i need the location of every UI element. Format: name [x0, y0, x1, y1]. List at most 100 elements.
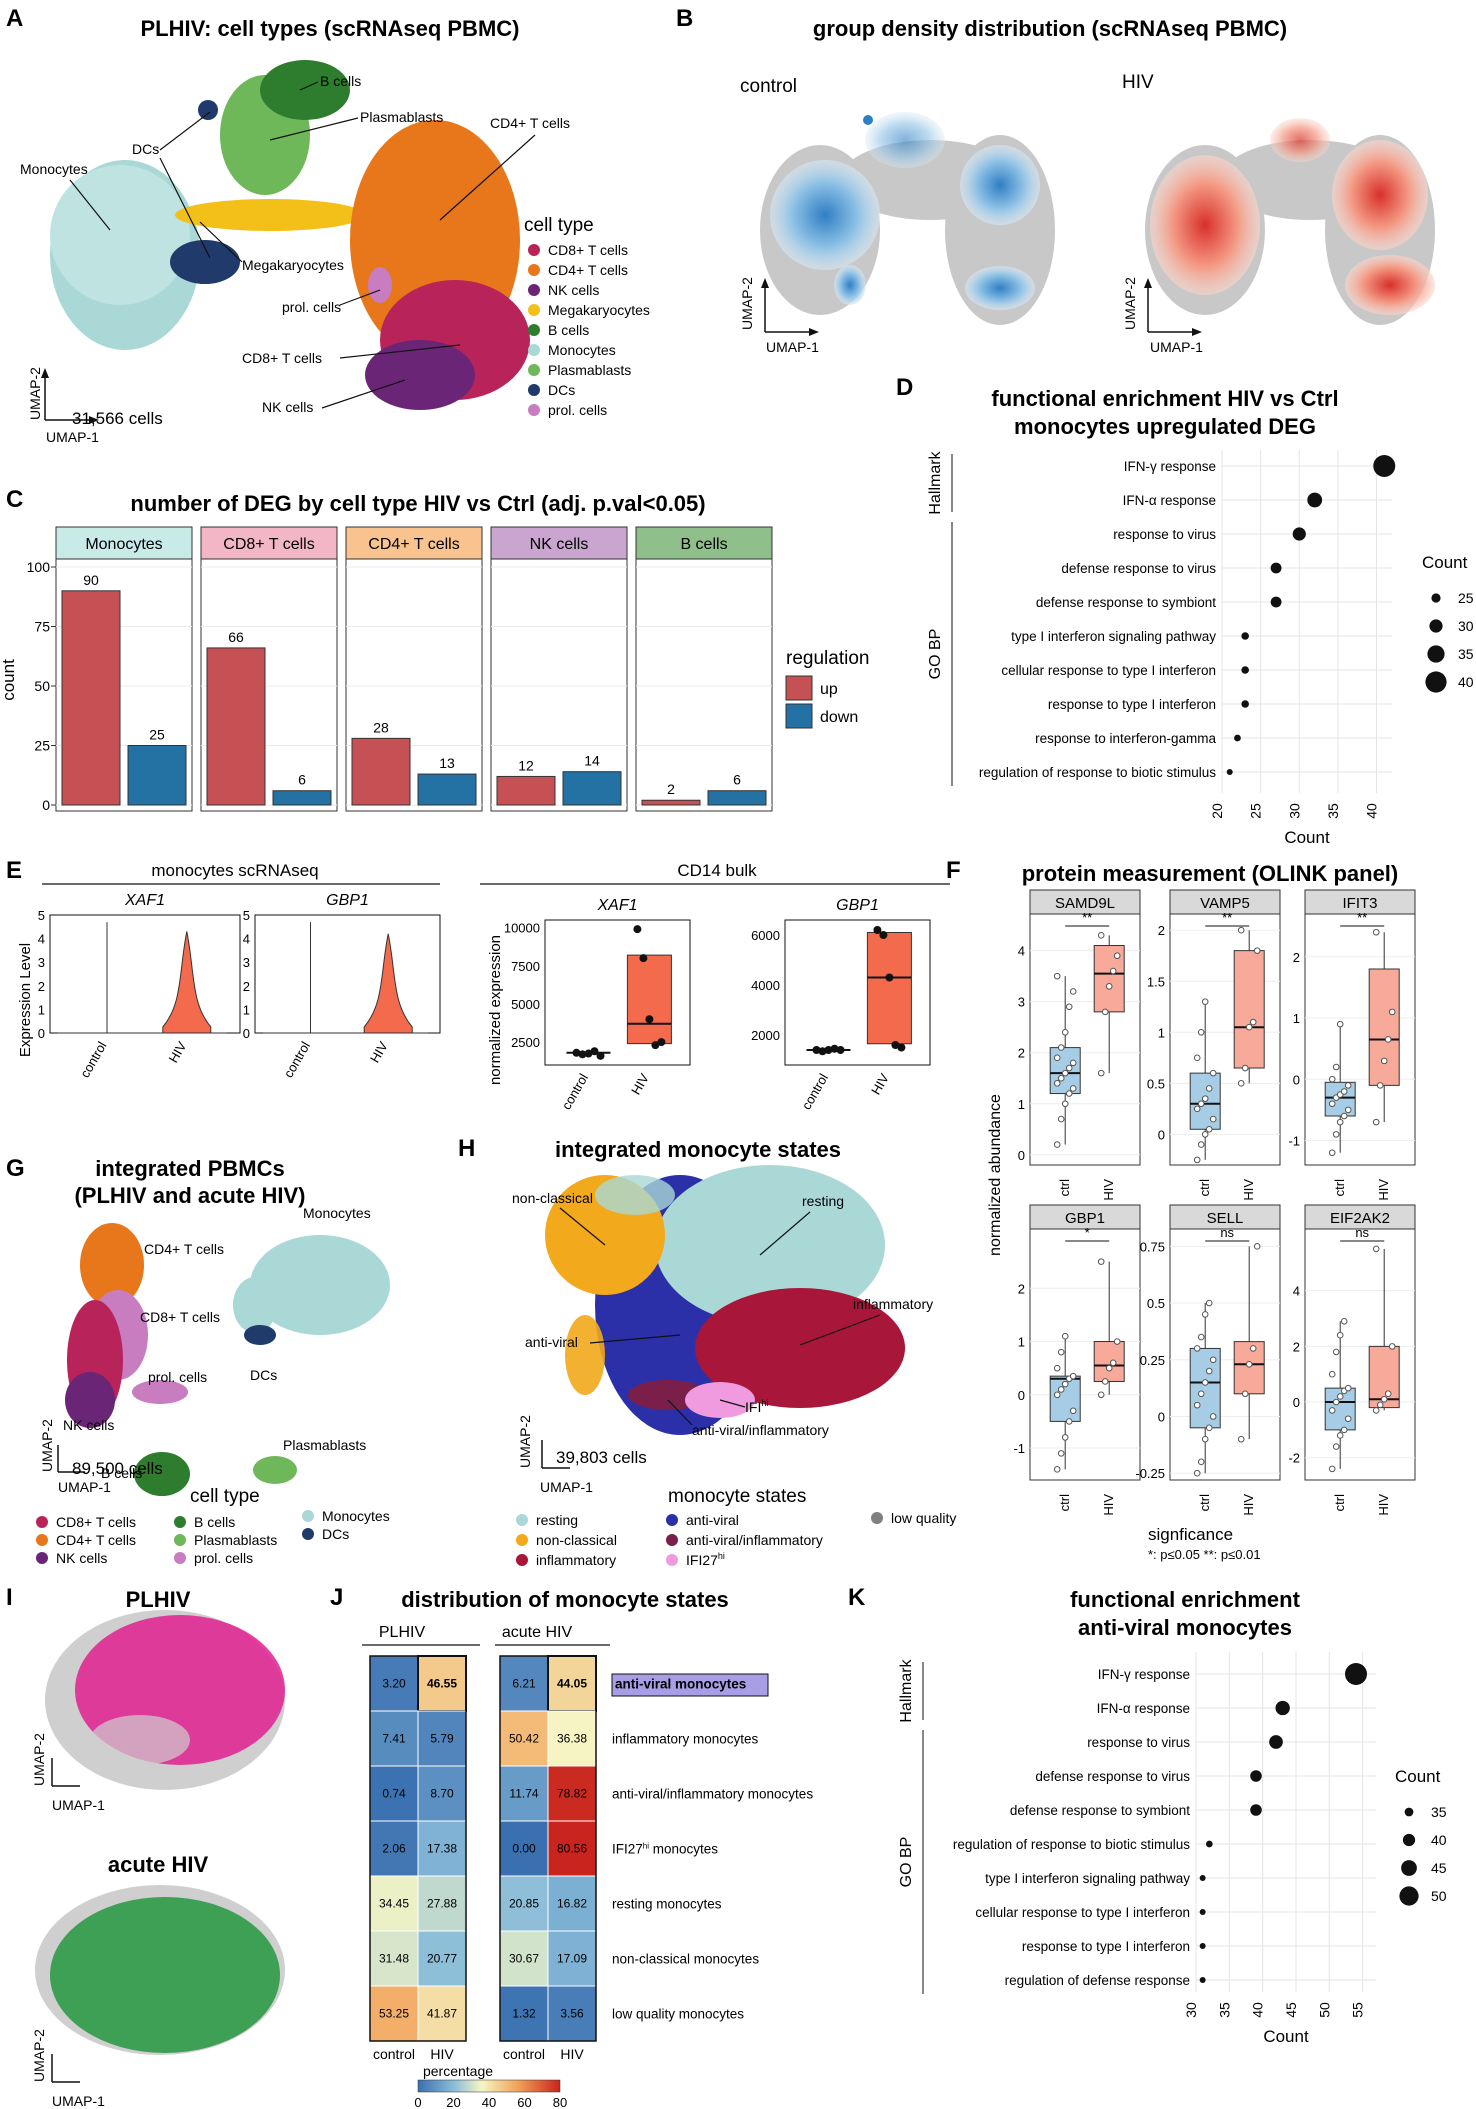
legend-h-swatch	[666, 1534, 678, 1546]
dot-xtick: 20	[1209, 803, 1225, 819]
f-point	[1069, 1085, 1077, 1092]
j-cell-label: 3.20	[382, 1677, 406, 1691]
panel-h-leader-lines	[559, 1207, 881, 1426]
legend-g-label: DCs	[322, 1526, 349, 1542]
panel-b-axis-x-hiv: UMAP-1	[1150, 339, 1203, 355]
f-point	[1201, 1095, 1209, 1102]
dot-point	[1199, 1943, 1206, 1949]
legend-h-label: IFI27hi	[686, 1551, 725, 1568]
dot-point	[1292, 527, 1306, 541]
f-point	[1057, 1348, 1065, 1356]
panel-j-color-scale	[417, 2079, 561, 2093]
f-ytick: 1	[1018, 1097, 1025, 1112]
panel-b-axis-y-hiv: UMAP-2	[1122, 277, 1138, 330]
panel-j-title: distribution of monocyte states	[401, 1587, 729, 1612]
panel-a-axes: UMAP-1 UMAP-2 31,566 cells	[27, 367, 163, 445]
dot-point	[1241, 632, 1249, 640]
j-cell	[499, 1710, 549, 1767]
f-point	[1237, 926, 1245, 934]
hallmark-label: Hallmark	[898, 1658, 915, 1722]
j-row-label-main: IFI27	[612, 1842, 643, 1857]
panel-letter-d: D	[896, 374, 913, 401]
e-ytick: 1	[38, 1002, 45, 1017]
legend-h-label-sup: hi	[718, 1551, 725, 1561]
f-sig-label: **	[1222, 910, 1232, 925]
cluster-prol-cells	[368, 267, 392, 303]
f-point	[1101, 1008, 1109, 1016]
panel-letter-g: G	[6, 1155, 25, 1182]
e-ytick: 10000	[504, 921, 540, 936]
panel-d-chart: 20 25 30 35 40 IFN-γ response IFN-α response re…	[927, 450, 1474, 847]
f-ytick: 2	[1293, 1339, 1300, 1354]
f-ytick: 3	[1018, 995, 1025, 1010]
f-sig-label: ns	[1355, 1225, 1369, 1240]
panel-a-umap	[50, 60, 530, 410]
e-ytick: 4000	[751, 978, 780, 993]
f-point	[1336, 1432, 1344, 1439]
label-monocytes: Monocytes	[20, 161, 88, 177]
c-bar-up-label: 66	[228, 629, 244, 645]
dot-xtick: 35	[1216, 2002, 1232, 2018]
dot-point	[1307, 492, 1323, 508]
panel-a-legend-title: cell type	[524, 215, 594, 236]
j-col-label: HIV	[560, 2046, 584, 2062]
panel-i-title-acute: acute HIV	[108, 1852, 209, 1877]
label-dcs: DCs	[132, 141, 159, 157]
f-strip-label: VAMP5	[1200, 895, 1250, 912]
panel-j-scale-ticks: 0 20 40 60 80	[414, 2095, 567, 2109]
e-box-hiv	[626, 954, 672, 1045]
f-point	[1253, 947, 1261, 954]
panel-d-title-1: functional enrichment HIV vs Ctrl	[991, 386, 1338, 411]
j-cell-label: 20.77	[427, 1952, 457, 1966]
dot-term-label: response to type I interferon	[1022, 1939, 1190, 1954]
panel-letter-k: K	[848, 1584, 866, 1611]
f-point	[1197, 1333, 1205, 1341]
f-xtick: HIV	[1376, 1494, 1391, 1516]
label-cd8: CD8+ T cells	[242, 350, 322, 366]
panel-g-umap	[65, 1223, 390, 1496]
panel-k-chart: 30 35 40 45 50 55 IFN-γ response IFN-α response…	[898, 1652, 1447, 2046]
panel-h: integrated monocyte states non-classical…	[512, 1137, 956, 1568]
f-box	[1233, 950, 1265, 1069]
dot-point	[1270, 562, 1282, 574]
f-ytick: 2	[1293, 950, 1300, 965]
f-sig-label: *	[1085, 1225, 1090, 1240]
f-point	[1061, 1100, 1069, 1108]
f-xtick: ctrl	[1332, 1179, 1347, 1196]
f-point	[1388, 1343, 1396, 1350]
j-cell	[417, 1875, 467, 1932]
e-plot-frame	[49, 914, 241, 1034]
f-point	[1053, 1466, 1061, 1473]
j-cell-label: 20.85	[509, 1897, 539, 1911]
f-point	[1388, 1008, 1396, 1016]
h-label-ifi: IFIhi	[745, 1398, 768, 1415]
dot-point	[1345, 1663, 1367, 1685]
e-point	[657, 1038, 666, 1047]
j-scale-tick: 0	[414, 2095, 421, 2109]
legend-h-label-main: IFI27	[686, 1552, 718, 1568]
f-ytick: 0	[1158, 1127, 1165, 1142]
legend-a-label: B cells	[548, 322, 589, 338]
f-point	[1097, 1069, 1105, 1077]
f-ytick: 1	[1018, 1335, 1025, 1350]
dot-legend-point	[1401, 1860, 1417, 1876]
panel-h-title: integrated monocyte states	[555, 1137, 841, 1162]
dot-point	[1269, 1735, 1283, 1749]
j-cell-label: 17.38	[427, 1842, 457, 1856]
dot-xtick: 50	[1316, 2002, 1332, 2018]
panel-a-title: PLHIV: cell types (scRNAseq PBMC)	[141, 16, 520, 41]
f-point	[1380, 1395, 1388, 1403]
dot-plot-area	[1222, 450, 1392, 793]
e-point	[879, 931, 888, 939]
legend-h-swatch	[516, 1514, 528, 1526]
f-point	[1061, 1069, 1069, 1077]
e-point	[584, 1049, 593, 1058]
e-xtick: control	[77, 1039, 110, 1080]
f-point	[1205, 1367, 1213, 1375]
h-label-anti-viral: anti-viral	[525, 1334, 578, 1350]
f-ytick: 0.75	[1140, 1239, 1165, 1254]
panel-a-cluster-labels: B cells Plasmablasts DCs CD4+ T cells Mo…	[20, 73, 570, 415]
dot-point	[1234, 734, 1241, 742]
panel-c-title: number of DEG by cell type HIV vs Ctrl (…	[130, 491, 705, 516]
dot-legend-point	[1431, 593, 1441, 603]
